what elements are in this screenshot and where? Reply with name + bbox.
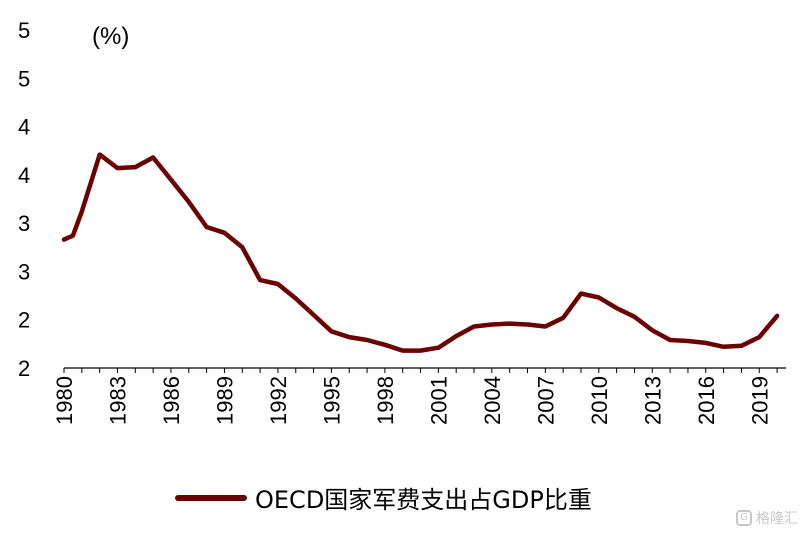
x-tick-label: 1980 xyxy=(52,376,77,425)
y-tick-label: 3 xyxy=(18,211,30,236)
y-tick-label: 4 xyxy=(18,115,30,140)
x-tick-label: 1992 xyxy=(266,376,291,425)
x-tick-label: 2016 xyxy=(694,376,719,425)
chart: (%) 5 5 4 4 3 3 2 2 1980 1983 1986 1989 1992 1995 199… xyxy=(18,18,786,425)
watermark-logo-icon: G xyxy=(736,510,752,526)
x-tick-label: 2019 xyxy=(747,376,772,425)
watermark-text: 格隆汇 xyxy=(756,511,798,527)
y-tick-label: 4 xyxy=(18,163,30,188)
x-tick-label: 1998 xyxy=(373,376,398,425)
x-tick-label: 2013 xyxy=(640,376,665,425)
x-tick-label: 2004 xyxy=(480,376,505,425)
legend-label: OECD国家军费支出占GDP比重 xyxy=(255,486,592,514)
x-axis-ticks xyxy=(63,368,778,373)
y-unit-label: (%) xyxy=(92,23,129,50)
y-tick-label: 5 xyxy=(18,18,30,43)
x-tick-label: 2007 xyxy=(533,376,558,425)
x-tick-label: 1989 xyxy=(212,376,237,425)
legend-line-swatch xyxy=(175,494,247,501)
x-tick-label: 1983 xyxy=(105,376,130,425)
x-tick-label: 1986 xyxy=(159,376,184,425)
x-tick-label: 2001 xyxy=(426,376,451,425)
y-tick-label: 3 xyxy=(18,259,30,284)
series-line xyxy=(61,152,780,353)
legend: OECD国家军费支出占GDP比重 xyxy=(175,480,592,515)
y-tick-label: 2 xyxy=(18,308,30,333)
x-axis-tick-labels: 1980 1983 1986 1989 1992 1995 1998 2001 2004 2007… xyxy=(52,376,772,425)
y-tick-label: 5 xyxy=(18,66,30,91)
y-axis-tick-labels: 5 5 4 4 3 3 2 2 xyxy=(18,18,30,381)
x-tick-label: 2010 xyxy=(587,376,612,425)
watermark: G 格隆汇 xyxy=(736,508,798,528)
x-tick-label: 1995 xyxy=(319,376,344,425)
y-tick-label: 2 xyxy=(18,356,30,381)
